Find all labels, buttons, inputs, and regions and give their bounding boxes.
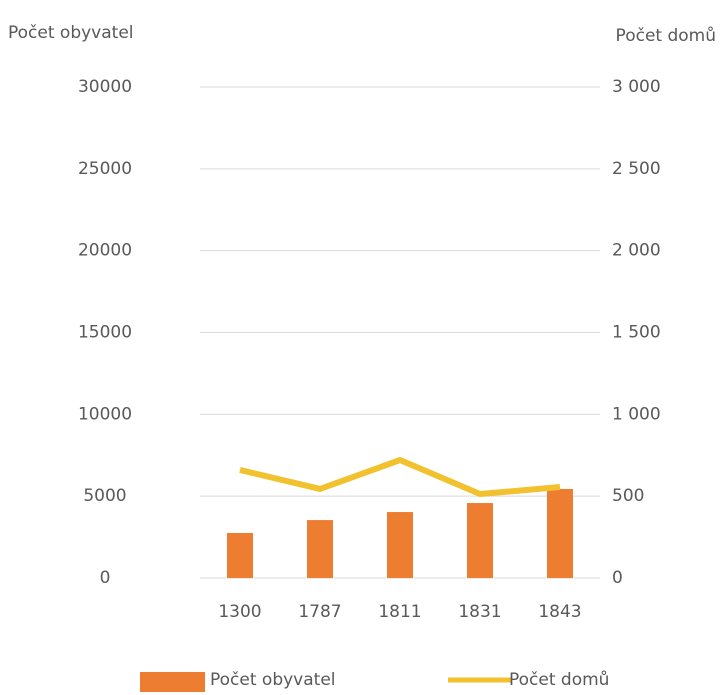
- bar: [387, 512, 413, 578]
- y-tick-label: 10000: [78, 404, 132, 424]
- y2-tick-label: 1 000: [612, 404, 661, 424]
- legend-label: Počet obyvatel: [210, 670, 336, 690]
- bar: [307, 520, 333, 578]
- y2-tick-label: 2 000: [612, 241, 661, 261]
- x-tick-label: 1843: [538, 602, 581, 622]
- legend-label: Počet domů: [509, 670, 609, 690]
- y-tick-label: 25000: [78, 159, 132, 179]
- y2-axis-title: Počet domů: [616, 26, 716, 46]
- y-tick-label: 0: [100, 568, 111, 588]
- bar: [547, 488, 573, 578]
- y-tick-label: 20000: [78, 241, 132, 261]
- y2-tick-label: 2 500: [612, 159, 661, 179]
- x-tick-label: 1787: [298, 602, 341, 622]
- y-axis-title: Počet obyvatel: [8, 23, 134, 43]
- y-tick-label: 15000: [78, 323, 132, 343]
- y2-tick-label: 1 500: [612, 323, 661, 343]
- bar: [467, 503, 493, 578]
- line: [239, 456, 561, 498]
- y2-tick-label: 500: [612, 486, 644, 506]
- legend-swatch: [140, 672, 205, 692]
- bar: [227, 532, 253, 578]
- y-tick-label: 30000: [78, 77, 132, 97]
- y-tick-label: 5000: [83, 486, 126, 506]
- y2-tick-label: 3 000: [612, 77, 661, 97]
- y2-tick-label: 0: [612, 568, 623, 588]
- x-tick-label: 1811: [378, 602, 421, 622]
- x-tick-label: 1300: [218, 602, 261, 622]
- x-tick-label: 1831: [458, 602, 501, 622]
